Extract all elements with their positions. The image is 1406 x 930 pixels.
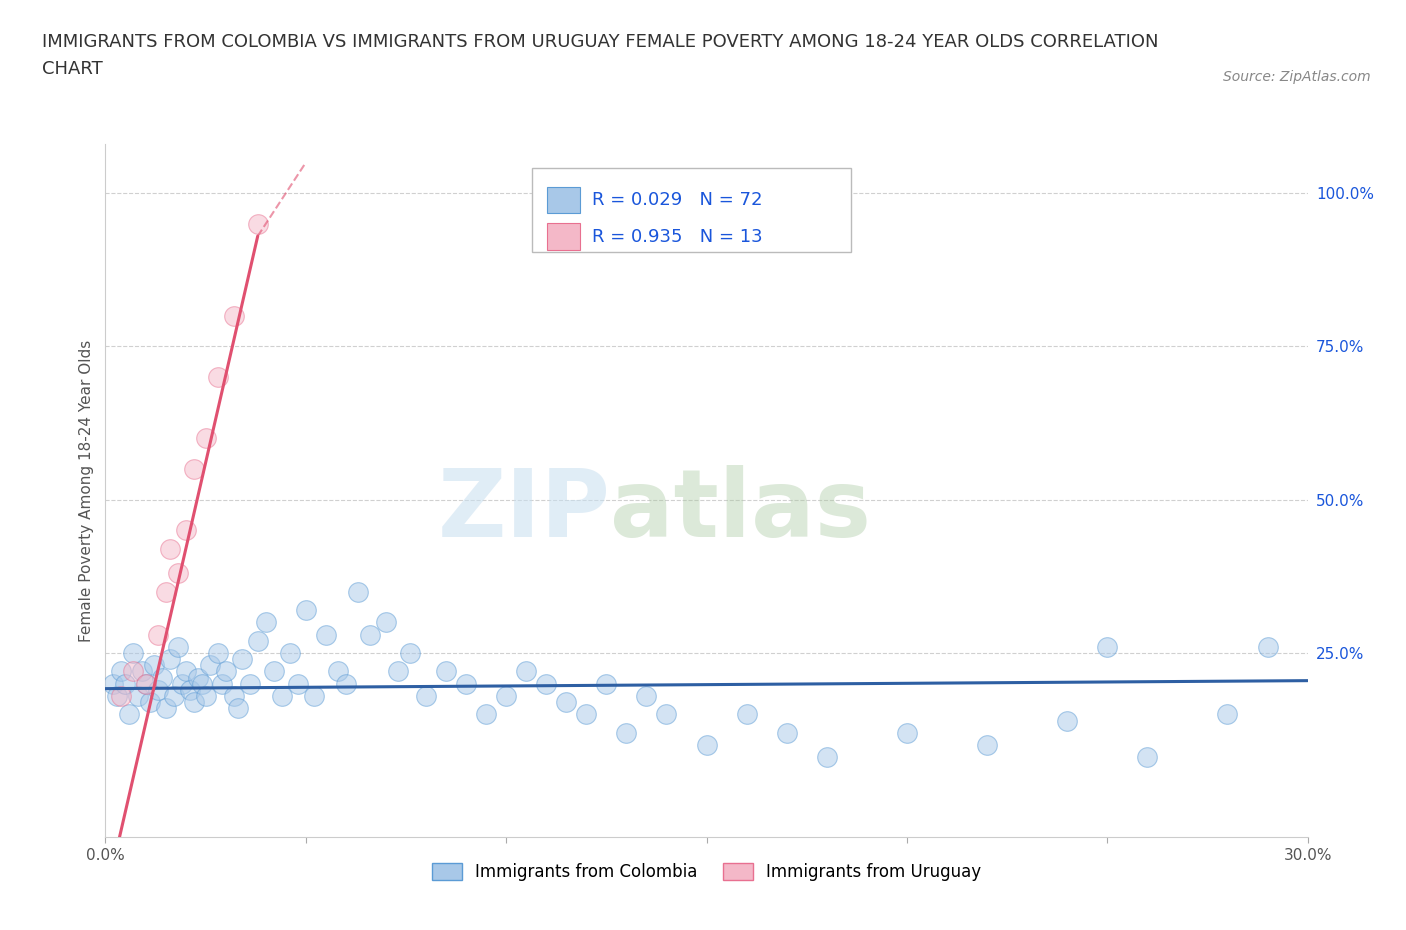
Point <box>166 640 188 655</box>
Point <box>183 461 205 476</box>
Point <box>1257 640 1279 655</box>
Point <box>211 676 233 691</box>
Point <box>131 664 153 679</box>
Point <box>534 676 557 691</box>
Point <box>114 676 136 691</box>
Point <box>162 688 184 703</box>
Point <box>122 645 145 660</box>
Point <box>515 664 537 679</box>
Point <box>776 725 799 740</box>
Text: R = 0.029   N = 72: R = 0.029 N = 72 <box>592 191 763 209</box>
FancyBboxPatch shape <box>547 187 581 213</box>
Point <box>399 645 422 660</box>
FancyBboxPatch shape <box>547 223 581 250</box>
Point <box>434 664 457 679</box>
Legend: Immigrants from Colombia, Immigrants from Uruguay: Immigrants from Colombia, Immigrants fro… <box>425 856 988 887</box>
Text: Source: ZipAtlas.com: Source: ZipAtlas.com <box>1223 70 1371 84</box>
Point <box>231 652 253 667</box>
Point <box>127 688 149 703</box>
Point <box>347 584 370 599</box>
Point <box>287 676 309 691</box>
Point <box>302 688 325 703</box>
Point <box>315 627 337 642</box>
Point <box>135 676 157 691</box>
Point <box>146 627 169 642</box>
Point <box>295 603 318 618</box>
Point <box>254 615 277 630</box>
Text: atlas: atlas <box>610 465 872 557</box>
Point <box>150 671 173 685</box>
Point <box>118 707 141 722</box>
Point <box>226 701 249 716</box>
Point <box>159 652 181 667</box>
Point <box>655 707 678 722</box>
Point <box>1136 750 1159 764</box>
Point <box>636 688 658 703</box>
Text: IMMIGRANTS FROM COLOMBIA VS IMMIGRANTS FROM URUGUAY FEMALE POVERTY AMONG 18-24 Y: IMMIGRANTS FROM COLOMBIA VS IMMIGRANTS F… <box>42 33 1159 50</box>
Point <box>155 701 177 716</box>
Point <box>555 695 578 710</box>
Point <box>374 615 398 630</box>
Point <box>896 725 918 740</box>
Text: R = 0.935   N = 13: R = 0.935 N = 13 <box>592 228 763 246</box>
Point <box>155 584 177 599</box>
Point <box>575 707 598 722</box>
Point <box>194 431 217 445</box>
Point <box>142 658 165 672</box>
Point <box>616 725 638 740</box>
Point <box>454 676 477 691</box>
Point <box>122 664 145 679</box>
Point <box>138 695 160 710</box>
Point <box>214 664 236 679</box>
Point <box>735 707 758 722</box>
Point <box>183 695 205 710</box>
Point <box>190 676 212 691</box>
Point <box>696 737 718 752</box>
Point <box>239 676 262 691</box>
Point <box>278 645 301 660</box>
Point <box>475 707 498 722</box>
Point <box>246 633 269 648</box>
Point <box>159 541 181 556</box>
Point <box>359 627 381 642</box>
Point <box>387 664 409 679</box>
Point <box>270 688 292 703</box>
Point <box>103 676 125 691</box>
Point <box>595 676 617 691</box>
Point <box>1097 640 1119 655</box>
Point <box>976 737 998 752</box>
Y-axis label: Female Poverty Among 18-24 Year Olds: Female Poverty Among 18-24 Year Olds <box>79 339 94 642</box>
Point <box>207 370 229 385</box>
Point <box>326 664 349 679</box>
FancyBboxPatch shape <box>533 168 851 251</box>
Point <box>198 658 221 672</box>
Point <box>246 217 269 232</box>
Point <box>107 688 129 703</box>
Point <box>335 676 357 691</box>
Point <box>194 688 217 703</box>
Point <box>166 566 188 581</box>
Point <box>263 664 285 679</box>
Point <box>135 676 157 691</box>
Point <box>110 688 132 703</box>
Point <box>415 688 437 703</box>
Point <box>110 664 132 679</box>
Point <box>174 664 197 679</box>
Point <box>187 671 209 685</box>
Point <box>179 683 201 698</box>
Point <box>222 688 245 703</box>
Point <box>170 676 193 691</box>
Point <box>1056 713 1078 728</box>
Point <box>207 645 229 660</box>
Text: CHART: CHART <box>42 60 103 78</box>
Point <box>222 309 245 324</box>
Text: ZIP: ZIP <box>437 465 610 557</box>
Point <box>495 688 517 703</box>
Point <box>146 683 169 698</box>
Point <box>815 750 838 764</box>
Point <box>174 523 197 538</box>
Point <box>1216 707 1239 722</box>
